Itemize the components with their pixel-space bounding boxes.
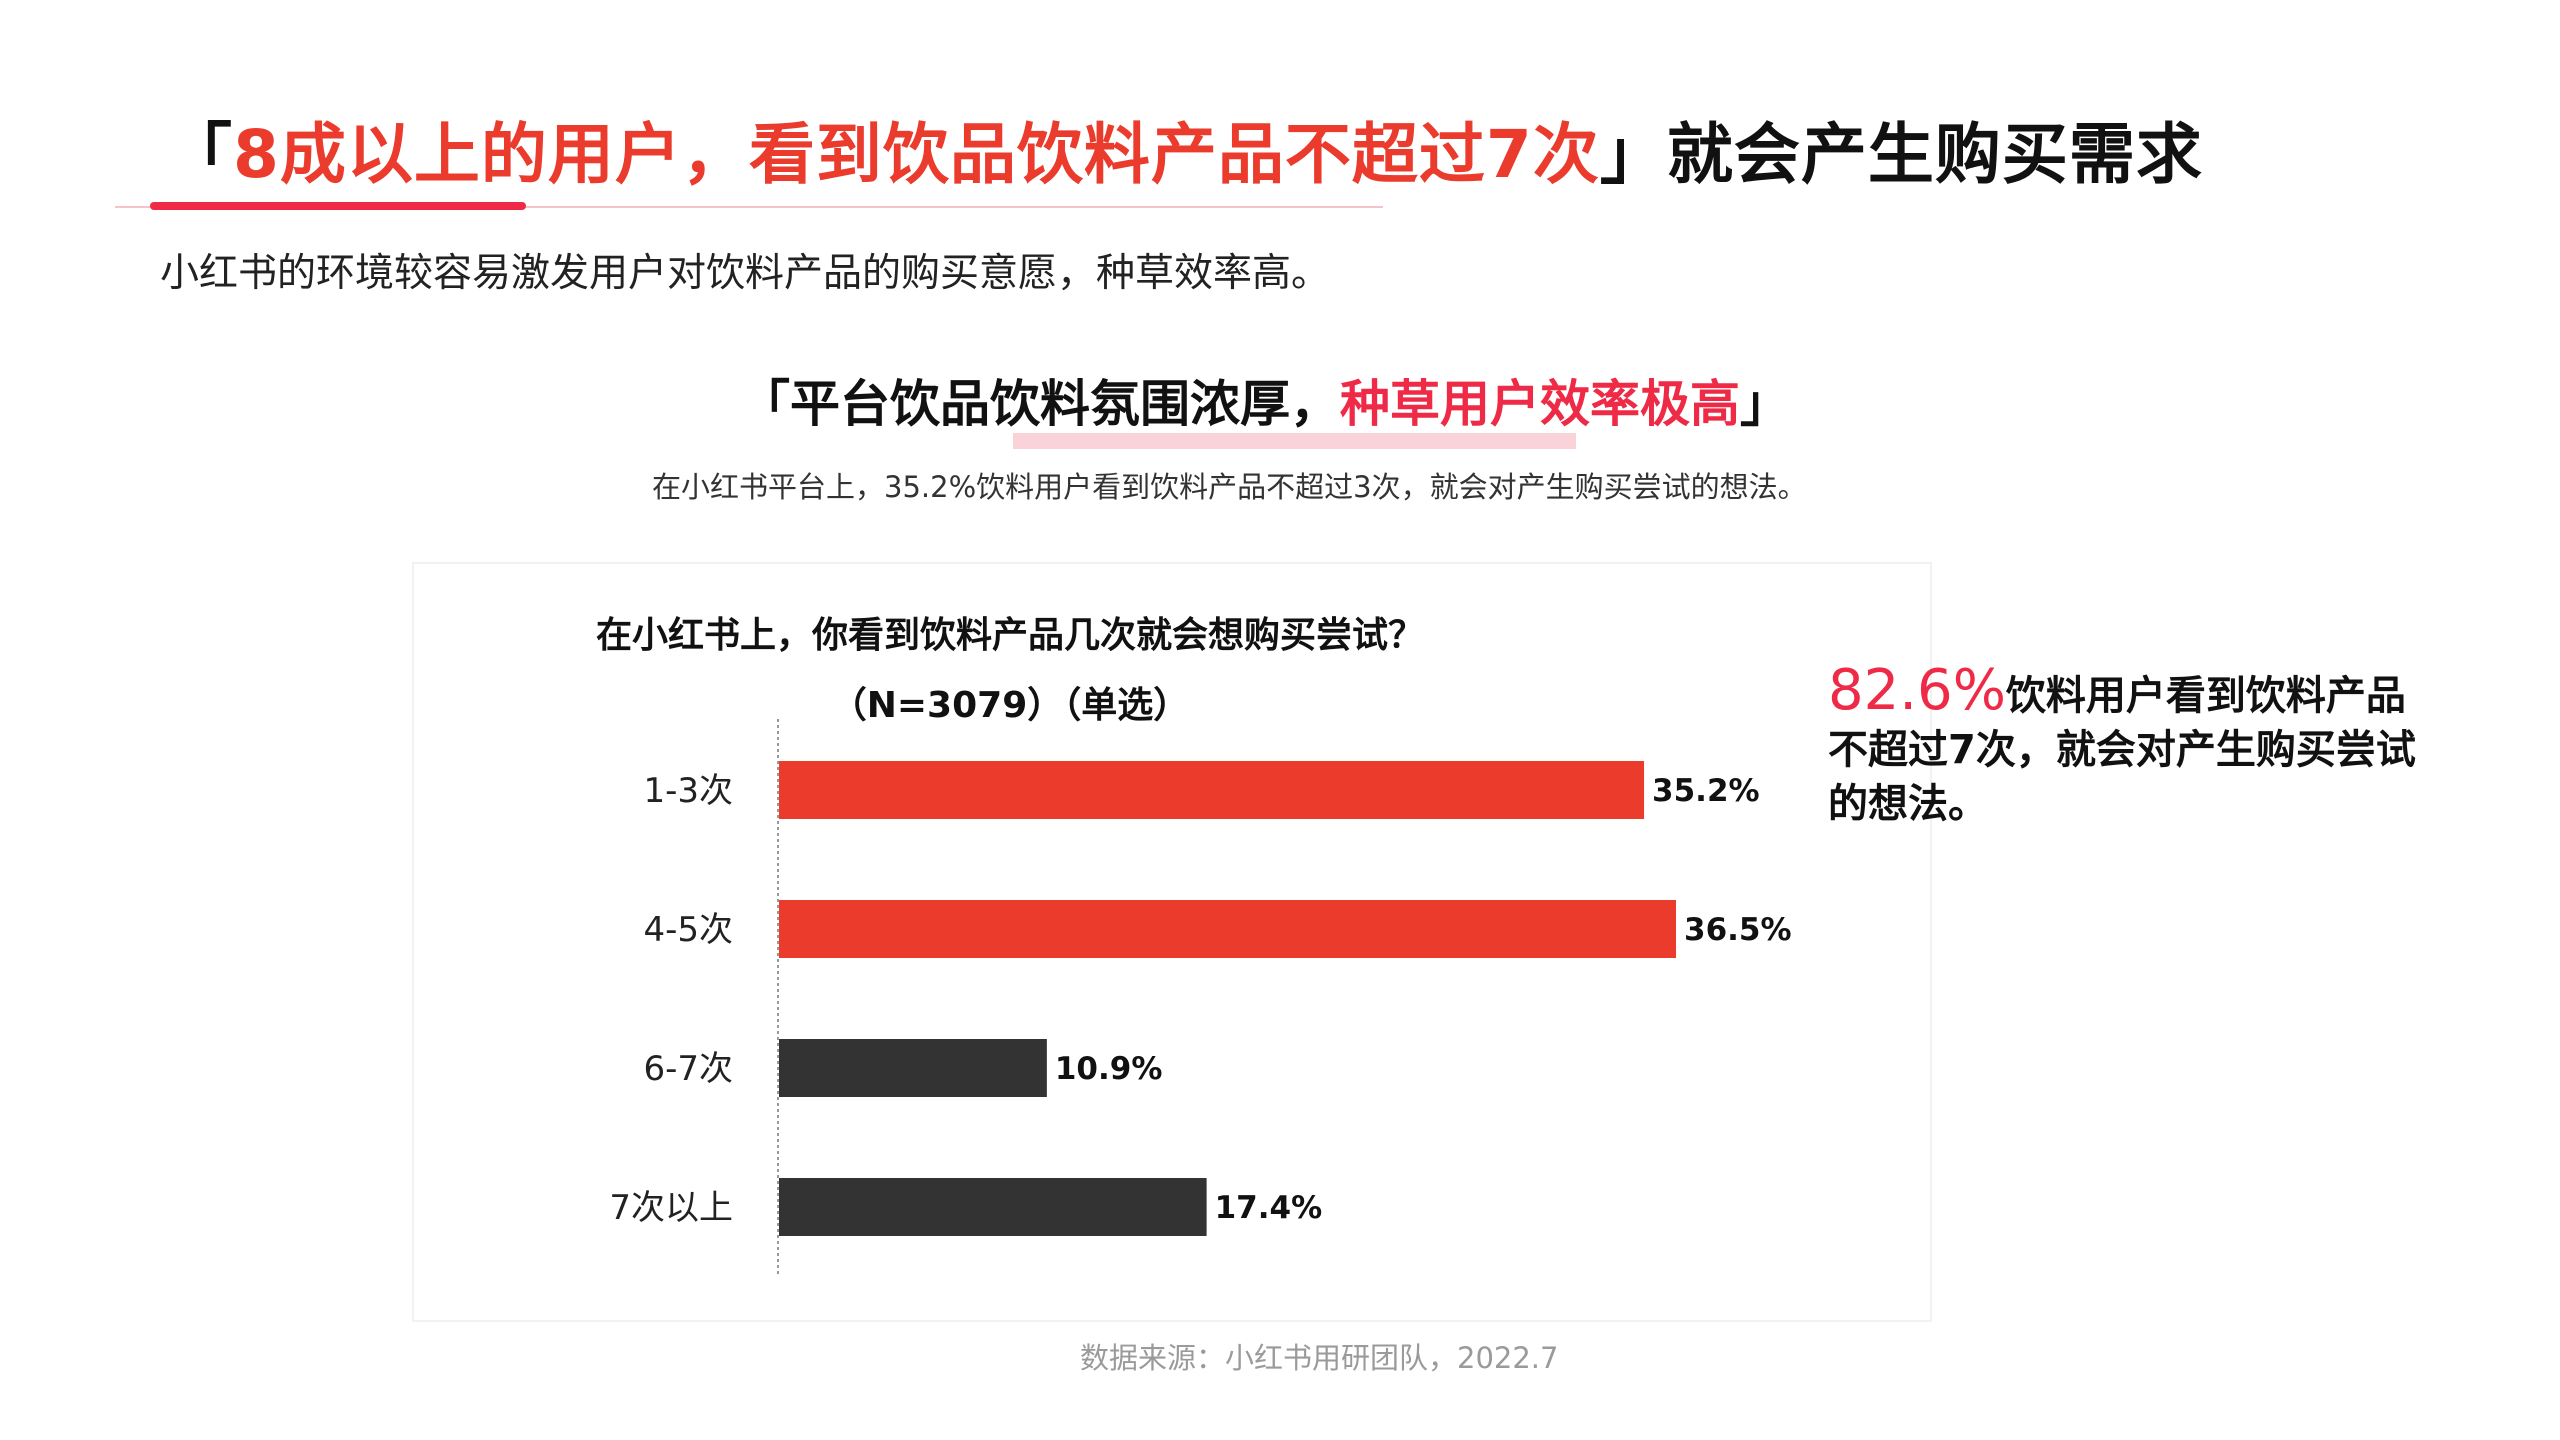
category-label: 4-5次	[643, 910, 733, 950]
headline-divider	[115, 206, 1383, 208]
headline: 「8成以上的用户，看到饮品饮料产品不超过7次」就会产生购买需求	[166, 100, 2203, 210]
chart-card: 在小红书上，你看到饮料产品几次就会想购买尝试？ （N=3079）（单选） 1-3…	[412, 562, 1932, 1322]
data-source: 数据来源：小红书用研团队，2022.7	[1080, 1341, 1559, 1375]
headline-highlight: 8成以上的用户，看到饮品饮料产品不超过7次	[233, 116, 1600, 193]
headline-open-bracket: 「	[166, 116, 233, 193]
bar-3	[779, 1039, 1047, 1097]
callout-text: 饮料用户看到饮料产品不超过7次，就会对产生购买尝试的想法。	[1828, 673, 2416, 827]
bar-4	[779, 1178, 1207, 1236]
section-title-dark: 平台饮品饮料氛围浓厚，	[790, 375, 1340, 433]
bar-2	[779, 900, 1676, 958]
value-label: 35.2%	[1652, 773, 1760, 809]
category-label: 1-3次	[643, 771, 733, 811]
section-title: 「平台饮品饮料氛围浓厚，种草用户效率极高」	[740, 366, 1790, 442]
bar-1	[779, 761, 1645, 819]
section-open-bracket: 「	[740, 375, 790, 433]
headline-close-bracket: 」	[1599, 116, 1667, 193]
value-label: 10.9%	[1055, 1051, 1163, 1087]
chart-subtitle: （N=3079）（单选）	[831, 685, 1190, 726]
chart-bars: 1-3次 35.2% 4-5次 36.5% 6-7次 10.9% 7次以上 17.4%	[609, 761, 1792, 1236]
section-description: 在小红书平台上，35.2%饮料用户看到饮料产品不超过3次，就会对产生购买尝试的想…	[652, 470, 1807, 504]
value-label: 17.4%	[1215, 1190, 1323, 1226]
callout-percent: 82.6%	[1828, 658, 2006, 723]
value-label: 36.5%	[1684, 912, 1792, 948]
category-label: 7次以上	[609, 1188, 733, 1228]
bar-chart: 在小红书上，你看到饮料产品几次就会想购买尝试？ （N=3079）（单选） 1-3…	[596, 615, 1792, 1274]
section-title-pink: 种草用户效率极高	[1340, 375, 1740, 433]
headline-accent-bar	[150, 202, 526, 210]
section-close-bracket: 」	[1740, 375, 1790, 433]
insight-callout: 82.6%饮料用户看到饮料产品不超过7次，就会对产生购买尝试的想法。	[1828, 663, 2428, 831]
section-title-highlight	[1013, 433, 1576, 449]
page-subtitle: 小红书的环境较容易激发用户对饮料产品的购买意愿，种草效率高。	[160, 251, 1331, 296]
headline-tail: 就会产生购买需求	[1666, 116, 2203, 193]
category-label: 6-7次	[643, 1049, 733, 1089]
chart-title: 在小红书上，你看到饮料产品几次就会想购买尝试？	[596, 615, 1424, 656]
